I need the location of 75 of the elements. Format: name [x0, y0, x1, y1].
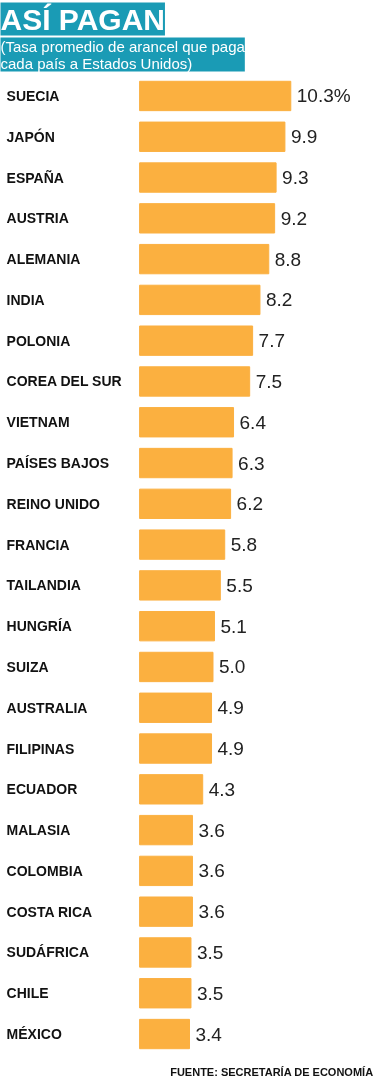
- data-label: 6.3: [238, 452, 265, 474]
- chart-subtitle: (Tasa promedio de arancel que paga cada país a Estados Unidos): [0, 37, 246, 72]
- bar: [139, 162, 277, 193]
- bar: [139, 855, 193, 887]
- y-tick-label: CHILE: [6, 985, 49, 1002]
- y-tick-label: COSTA RICA: [6, 903, 93, 920]
- data-label: 9.2: [280, 207, 308, 229]
- y-tick-label: ECUADOR: [6, 781, 78, 798]
- y-tick-label: MÉXICO: [6, 1026, 62, 1043]
- data-label: 5.5: [226, 574, 253, 596]
- y-tick-label: PAÍSES BAJOS: [6, 455, 109, 472]
- bar: [139, 651, 214, 683]
- y-tick-label: FRANCIA: [6, 536, 70, 553]
- y-tick-label: REINO UNIDO: [6, 495, 100, 512]
- bar: [139, 243, 270, 275]
- y-tick-label: MALASIA: [6, 822, 71, 839]
- data-label: 5.0: [218, 656, 246, 678]
- data-label: 7.5: [255, 370, 283, 392]
- data-label: 9.9: [290, 126, 318, 148]
- y-tick-label: INDIA: [6, 291, 45, 308]
- bar: [139, 733, 213, 764]
- y-tick-label: SUIZA: [6, 658, 49, 675]
- y-tick-label: VIETNAM: [6, 414, 70, 431]
- y-tick-label: SUDÁFRICA: [6, 944, 89, 961]
- bar: [139, 325, 254, 356]
- data-label: 4.9: [217, 738, 244, 760]
- y-tick-label: HUNGRÍA: [6, 618, 72, 635]
- data-label: 3.6: [198, 901, 225, 923]
- y-tick-label: FILIPINAS: [6, 740, 75, 757]
- y-tick-label: AUSTRALIA: [6, 699, 88, 716]
- bar: [139, 611, 215, 642]
- data-label: 3.5: [196, 982, 224, 1004]
- bar: [139, 896, 193, 927]
- y-tick-label: TAILANDIA: [6, 577, 81, 594]
- source-note: FUENTE: SECRETARÍA DE ECONOMÍA: [170, 1065, 374, 1078]
- bar: [139, 774, 204, 805]
- bar: [139, 570, 221, 601]
- y-tick-label: ALEMANIA: [6, 251, 81, 268]
- y-tick-label: COREA DEL SUR: [6, 373, 122, 390]
- data-label: 4.9: [217, 697, 244, 719]
- data-label: 3.6: [198, 819, 225, 841]
- y-tick-label: ESPAÑA: [6, 168, 64, 186]
- data-label: 5.1: [220, 615, 247, 637]
- data-label: 6.4: [239, 411, 267, 433]
- bar: [139, 978, 192, 1009]
- data-label: 3.6: [198, 860, 225, 882]
- chart-title: ASÍ PAGAN: [0, 2, 165, 36]
- bar: [139, 692, 213, 723]
- bar: [139, 447, 233, 479]
- data-label: 7.7: [258, 330, 286, 352]
- data-label: 5.8: [230, 534, 258, 556]
- y-tick-label: COLOMBIA: [6, 862, 83, 879]
- data-label: 8.8: [274, 248, 302, 270]
- y-tick-label: SUECIA: [6, 87, 60, 104]
- bar: [139, 1018, 190, 1050]
- data-label: 9.3: [282, 167, 309, 189]
- data-label: 3.5: [196, 941, 224, 963]
- bar: [139, 121, 286, 152]
- bar: [139, 366, 251, 397]
- data-label: 10.3%: [296, 85, 351, 107]
- y-tick-label: POLONIA: [6, 332, 71, 349]
- bar: [139, 488, 232, 519]
- bar: [139, 407, 235, 438]
- y-tick-label: JAPÓN: [6, 127, 55, 145]
- data-label: 8.2: [265, 289, 293, 311]
- bar: [139, 284, 261, 316]
- bar: [139, 937, 192, 968]
- bar: [139, 529, 226, 560]
- bar: [139, 814, 193, 846]
- y-tick-label: AUSTRIA: [6, 210, 69, 227]
- data-label: 6.2: [236, 493, 264, 515]
- data-label: 3.4: [195, 1023, 223, 1045]
- bar: [139, 203, 276, 234]
- bar: [139, 80, 292, 112]
- data-label: 4.3: [208, 778, 236, 800]
